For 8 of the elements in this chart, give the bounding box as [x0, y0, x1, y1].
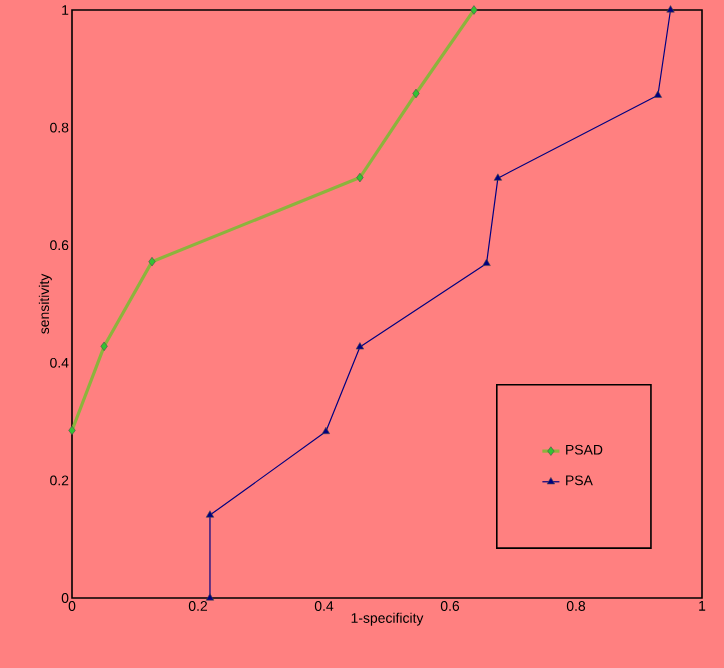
point — [482, 258, 491, 266]
point — [493, 173, 502, 181]
point — [205, 510, 215, 518]
point — [355, 342, 365, 350]
point — [321, 426, 330, 435]
point — [653, 90, 662, 98]
point — [205, 593, 215, 601]
point — [666, 5, 675, 13]
